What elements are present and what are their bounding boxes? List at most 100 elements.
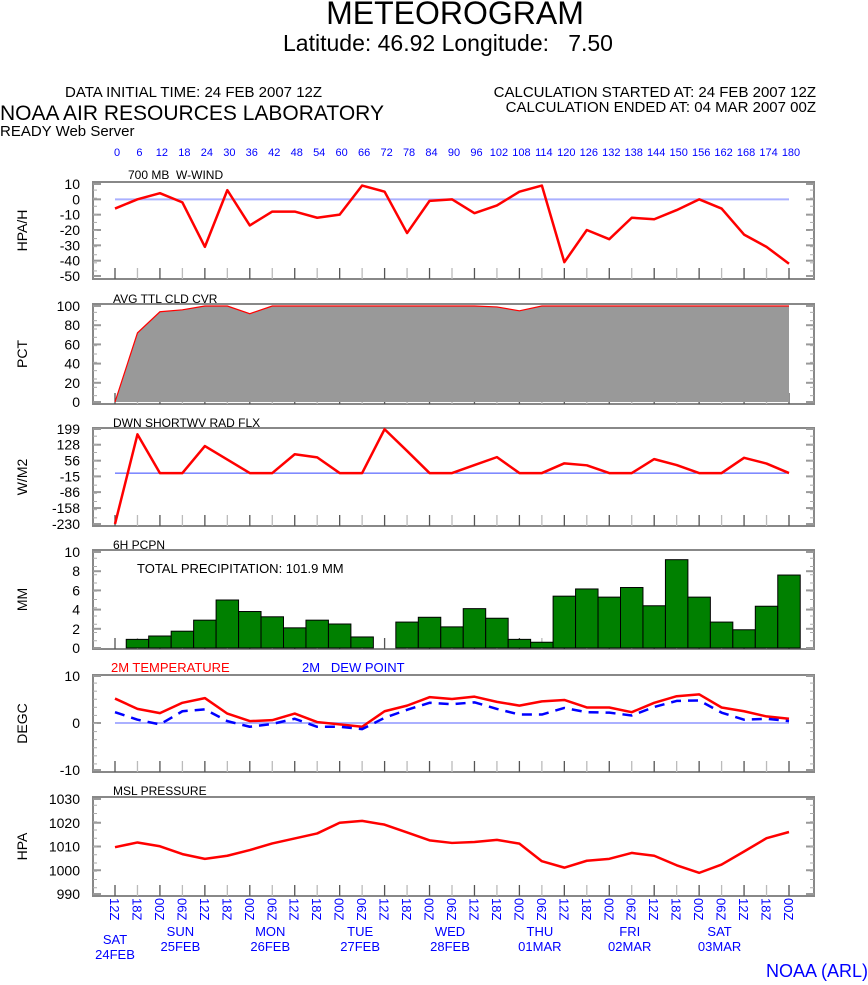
precip-bar <box>777 574 801 649</box>
precip-bar <box>597 596 621 649</box>
precip-bar <box>417 616 442 649</box>
precip-bar <box>260 616 284 649</box>
time-tick-label: 06Z <box>534 898 549 920</box>
y-tick-label: 60 <box>64 336 80 352</box>
day-label: SAT <box>103 932 127 947</box>
y-tick-label: 56 <box>64 453 80 469</box>
precip-bar <box>215 599 240 649</box>
hour-tick-label: 180 <box>782 147 800 159</box>
y-tick-label: 1000 <box>49 862 80 878</box>
hour-tick-label: 24 <box>201 147 213 159</box>
y-tick-label: 10 <box>64 668 80 684</box>
precip-bar <box>193 619 217 649</box>
hour-tick-label: 156 <box>692 147 710 159</box>
y-axis-label: DEGC <box>14 703 30 743</box>
hour-tick-label: 78 <box>403 147 415 159</box>
chart-title: METEOROGRAM <box>326 0 584 31</box>
y-tick-label: -30 <box>60 237 80 253</box>
precip-bar <box>462 608 487 649</box>
time-tick-label: 18Z <box>579 898 594 920</box>
panel-frame <box>92 427 815 527</box>
y-tick-label: 100 <box>57 298 81 314</box>
y-tick-label: 0 <box>72 640 80 656</box>
hour-tick-label: 138 <box>625 147 643 159</box>
cloud-cover-line <box>114 305 789 403</box>
time-tick-label: 06Z <box>624 898 639 920</box>
precip-bar <box>350 636 374 649</box>
time-tick-label: 18Z <box>129 898 144 920</box>
time-tick-label: 06Z <box>264 898 279 920</box>
hour-tick-label: 6 <box>136 147 142 159</box>
hour-tick-label: 126 <box>580 147 598 159</box>
time-tick-label: 00Z <box>422 898 437 920</box>
y-tick-label: 199 <box>57 421 81 437</box>
day-label: SUN <box>167 924 194 939</box>
precip-bar <box>687 596 711 649</box>
footer-credit: NOAA (ARL) <box>766 961 868 981</box>
precip-bar <box>552 595 577 649</box>
hour-tick-label: 144 <box>647 147 665 159</box>
panel-frame <box>92 796 815 897</box>
hour-tick-label: 114 <box>535 147 553 159</box>
time-tick-label: 12Z <box>646 898 661 920</box>
precip-bar <box>530 641 554 649</box>
legend-label: 2M TEMPERATURE <box>111 660 230 675</box>
precip-bar <box>305 619 329 649</box>
y-tick-label: 8 <box>72 563 80 579</box>
organization: NOAA AIR RESOURCES LABORATORY <box>0 102 384 125</box>
precip-bar <box>327 623 352 649</box>
legend-label: 2M DEW POINT <box>302 660 405 675</box>
panel-title: AVG TTL CLD CVR <box>113 292 218 306</box>
hour-tick-label: 36 <box>246 147 258 159</box>
time-tick-label: 00Z <box>332 898 347 920</box>
time-tick-label: 18Z <box>669 898 684 920</box>
panel-frame <box>92 181 815 280</box>
panel-title: DWN SHORTWV RAD FLX <box>113 416 260 430</box>
hour-tick-label: 42 <box>268 147 280 159</box>
date-label: 25FEB <box>161 939 201 954</box>
series-line <box>114 819 790 875</box>
time-tick-label: 06Z <box>174 898 189 920</box>
y-tick-label: 0 <box>72 715 80 731</box>
server-label: READY Web Server <box>0 123 135 140</box>
precip-bar <box>575 588 599 649</box>
y-tick-label: 1030 <box>49 791 80 807</box>
time-tick-label: 12Z <box>466 898 481 920</box>
cloud-cover-area <box>115 306 789 402</box>
precip-bar <box>620 587 644 649</box>
hour-tick-label: 162 <box>714 147 732 159</box>
y-axis-label: PCT <box>14 340 30 368</box>
precip-bar <box>283 627 307 649</box>
2m-dew-point-line <box>114 699 790 731</box>
y-tick-label: -15 <box>60 468 80 484</box>
chart-subtitle: Latitude: 46.92 Longitude: 7.50 <box>283 30 613 56</box>
series-line <box>114 184 790 265</box>
precip-bar <box>148 635 172 649</box>
time-tick-label: 12Z <box>377 898 392 920</box>
hour-tick-label: 18 <box>178 147 190 159</box>
y-tick-label: -50 <box>60 268 80 284</box>
y-tick-label: 128 <box>57 437 81 453</box>
time-tick-label: 12Z <box>287 898 302 920</box>
panel-title: MSL PRESSURE <box>113 784 207 798</box>
y-tick-label: -20 <box>60 222 80 238</box>
precip-bar <box>709 621 734 649</box>
time-tick-label: 18Z <box>219 898 234 920</box>
precip-bar <box>238 611 262 649</box>
date-label: 26FEB <box>250 939 290 954</box>
precip-bar <box>125 638 150 649</box>
y-axis-label: HPA/H <box>14 210 30 252</box>
y-tick-label: 0 <box>72 394 80 410</box>
y-tick-label: 10 <box>64 544 80 560</box>
y-tick-label: -10 <box>60 207 80 223</box>
precip-bar <box>170 630 195 649</box>
panel-title: 700 MB W-WIND <box>128 168 223 182</box>
day-label: THU <box>527 924 554 939</box>
precip-bar <box>507 638 532 649</box>
time-tick-label: 06Z <box>444 898 459 920</box>
y-tick-label: 6 <box>72 582 80 598</box>
y-tick-label: 0 <box>72 191 80 207</box>
panel-title: 6H PCPN <box>113 538 165 552</box>
y-tick-label: 40 <box>64 356 80 372</box>
